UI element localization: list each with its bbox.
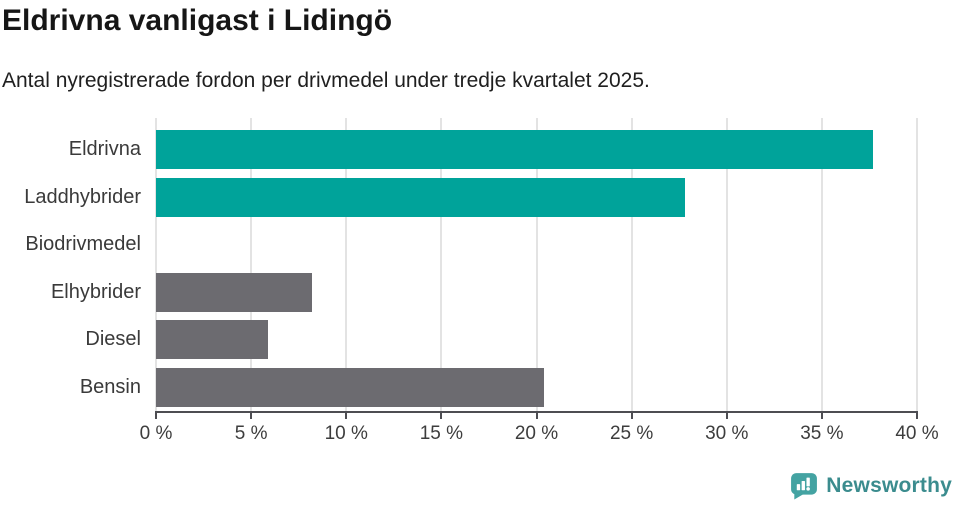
category-label: Laddhybrider xyxy=(24,185,141,208)
x-axis-tick xyxy=(535,413,538,419)
gridline xyxy=(820,118,823,411)
bar xyxy=(156,130,874,169)
x-axis-tick xyxy=(250,413,253,419)
x-tick-label: 20 % xyxy=(514,423,559,444)
brand-name: Newsworthy xyxy=(826,474,952,497)
x-tick-label: 25 % xyxy=(609,423,654,444)
x-axis-tick xyxy=(155,413,157,419)
gridline xyxy=(155,118,157,411)
bar xyxy=(156,177,685,217)
bar xyxy=(156,320,269,359)
gridline xyxy=(250,118,253,411)
gridline xyxy=(440,118,443,411)
x-tick-label: 35 % xyxy=(800,423,844,444)
gridline xyxy=(630,118,633,411)
x-axis-tick xyxy=(820,413,823,419)
x-tick-label: 5 % xyxy=(234,423,268,444)
x-axis-tick xyxy=(916,413,918,419)
x-axis-tick xyxy=(440,413,443,419)
gridline xyxy=(725,118,728,411)
x-axis-tick xyxy=(345,413,348,419)
bar-chart-speech-bubble-icon xyxy=(790,472,818,500)
category-label: Bensin xyxy=(79,375,141,398)
x-axis-tick xyxy=(725,413,728,419)
x-tick-label: 15 % xyxy=(419,423,464,444)
chart-title: Eldrivna vanligast i Lidingö xyxy=(2,4,393,37)
category-label: Diesel xyxy=(85,328,141,350)
x-axis-tick xyxy=(630,413,633,419)
chart-subtitle: Antal nyregistrerade fordon per drivmede… xyxy=(2,69,650,92)
bar xyxy=(156,367,545,407)
x-tick-label: 30 % xyxy=(705,423,749,444)
category-label: Elhybrider xyxy=(50,280,141,303)
gridline xyxy=(535,118,538,411)
x-axis-line xyxy=(155,411,918,413)
gridline xyxy=(916,118,918,411)
category-label: Biodrivmedel xyxy=(25,233,141,255)
x-tick-label: 10 % xyxy=(324,423,368,444)
category-label: Eldrivna xyxy=(68,138,141,160)
gridline xyxy=(345,118,348,411)
x-tick-label: 0 % xyxy=(139,423,173,444)
bar xyxy=(156,272,312,312)
x-tick-label: 40 % xyxy=(895,423,939,444)
newsworthy-logo: Newsworthy xyxy=(790,472,952,500)
